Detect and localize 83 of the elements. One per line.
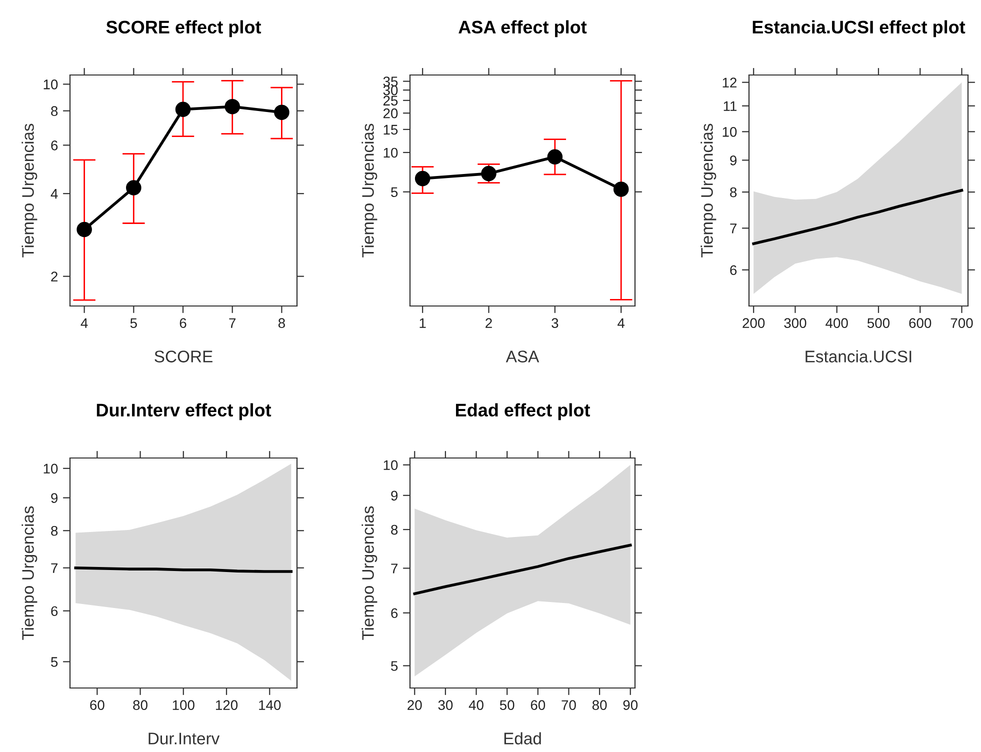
y-tick-label: 8	[51, 106, 58, 116]
y-tick-label: 8	[391, 524, 398, 535]
y-tick-label: 25	[383, 96, 398, 106]
y-tick-label: 9	[51, 493, 58, 503]
y-tick-label: 10	[44, 80, 58, 90]
y-tick-label: 8	[51, 526, 58, 536]
x-tick-label: 400	[826, 318, 848, 328]
x-tick-label: 2	[486, 318, 492, 328]
x-tick-label: 500	[867, 318, 890, 328]
point	[613, 182, 629, 197]
x-axis-title: SCORE	[154, 350, 212, 362]
x-axis-title: Edad	[504, 732, 541, 744]
y-tick-label: 7	[51, 563, 58, 573]
y-tick-label: 11	[724, 101, 737, 111]
y-tick-label: 6	[391, 608, 398, 618]
y-tick-label: 7	[730, 224, 736, 234]
y-tick-label: 20	[383, 108, 398, 118]
x-tick-label: 6	[180, 318, 186, 328]
y-axis-title: Tiempo Urgencias	[22, 506, 38, 640]
y-tick-label: 6	[51, 606, 58, 616]
x-axis-title: Estancia.UCSI	[806, 350, 912, 362]
x-tick-label: 600	[909, 318, 932, 328]
point	[481, 166, 496, 182]
y-tick-label: 9	[730, 156, 737, 166]
x-tick-label: 140	[259, 700, 281, 710]
chart-title: SCORE effect plot	[106, 20, 262, 38]
y-tick-label: 6	[730, 265, 737, 276]
x-axis-title: Dur.Interv	[148, 732, 220, 744]
y-tick-label: 12	[722, 78, 736, 88]
y-axis-title: Tiempo Urgencias	[362, 506, 378, 640]
y-tick-label: 2	[51, 272, 58, 282]
x-tick-label: 50	[500, 700, 514, 710]
y-axis-title: Tiempo Urgencias	[22, 124, 38, 258]
y-tick-label: 5	[391, 187, 398, 198]
x-tick-label: 120	[216, 700, 238, 710]
x-tick-label: 1	[420, 318, 426, 328]
point	[76, 222, 92, 238]
y-axis-title: Tiempo Urgencias	[700, 124, 716, 258]
point	[224, 98, 240, 114]
chart-title: Estancia.UCSI effect plot	[752, 20, 966, 38]
point	[414, 170, 430, 186]
x-tick-label: 80	[133, 700, 148, 710]
point	[126, 180, 142, 196]
y-tick-label: 10	[384, 460, 398, 470]
x-tick-label: 300	[784, 318, 806, 328]
y-tick-label: 5	[391, 661, 398, 671]
x-tick-label: 80	[592, 700, 607, 710]
point	[175, 102, 191, 117]
x-tick-label: 7	[229, 318, 236, 328]
x-tick-label: 8	[278, 318, 285, 328]
chart-title: Dur.Interv effect plot	[96, 403, 272, 420]
x-tick-label: 70	[562, 700, 576, 710]
x-tick-label: 100	[172, 700, 194, 710]
y-axis-title: Tiempo Urgencias	[362, 124, 378, 258]
x-axis-title: ASA	[506, 350, 540, 362]
chart-title: ASA effect plot	[458, 20, 587, 38]
x-tick-label: 700	[950, 318, 973, 328]
x-tick-label: 4	[80, 318, 88, 328]
line-series	[413, 544, 632, 596]
point	[274, 104, 290, 120]
y-tick-label: 10	[44, 464, 58, 474]
x-tick-label: 5	[130, 318, 137, 328]
y-tick-label: 5	[51, 657, 58, 667]
line-series	[752, 188, 964, 246]
y-tick-label: 10	[722, 127, 737, 137]
x-tick-label: 3	[552, 318, 558, 328]
y-tick-label: 6	[51, 140, 58, 150]
y-tick-label: 15	[384, 124, 398, 135]
y-tick-label: 10	[384, 148, 398, 158]
x-tick-label: 200	[742, 318, 765, 328]
x-tick-label: 60	[530, 700, 546, 710]
point	[547, 149, 563, 164]
chart-title: Edad effect plot	[456, 403, 590, 420]
x-tick-label: 20	[408, 700, 422, 710]
x-tick-label: 40	[468, 700, 484, 710]
x-tick-label: 30	[438, 700, 453, 710]
x-tick-label: 60	[90, 700, 104, 710]
y-tick-label: 4	[50, 189, 58, 199]
x-tick-label: 4	[618, 318, 625, 328]
y-tick-label: 7	[391, 564, 398, 574]
y-tick-label: 8	[730, 187, 737, 198]
x-tick-label: 90	[623, 700, 638, 710]
y-tick-label: 9	[391, 490, 398, 501]
